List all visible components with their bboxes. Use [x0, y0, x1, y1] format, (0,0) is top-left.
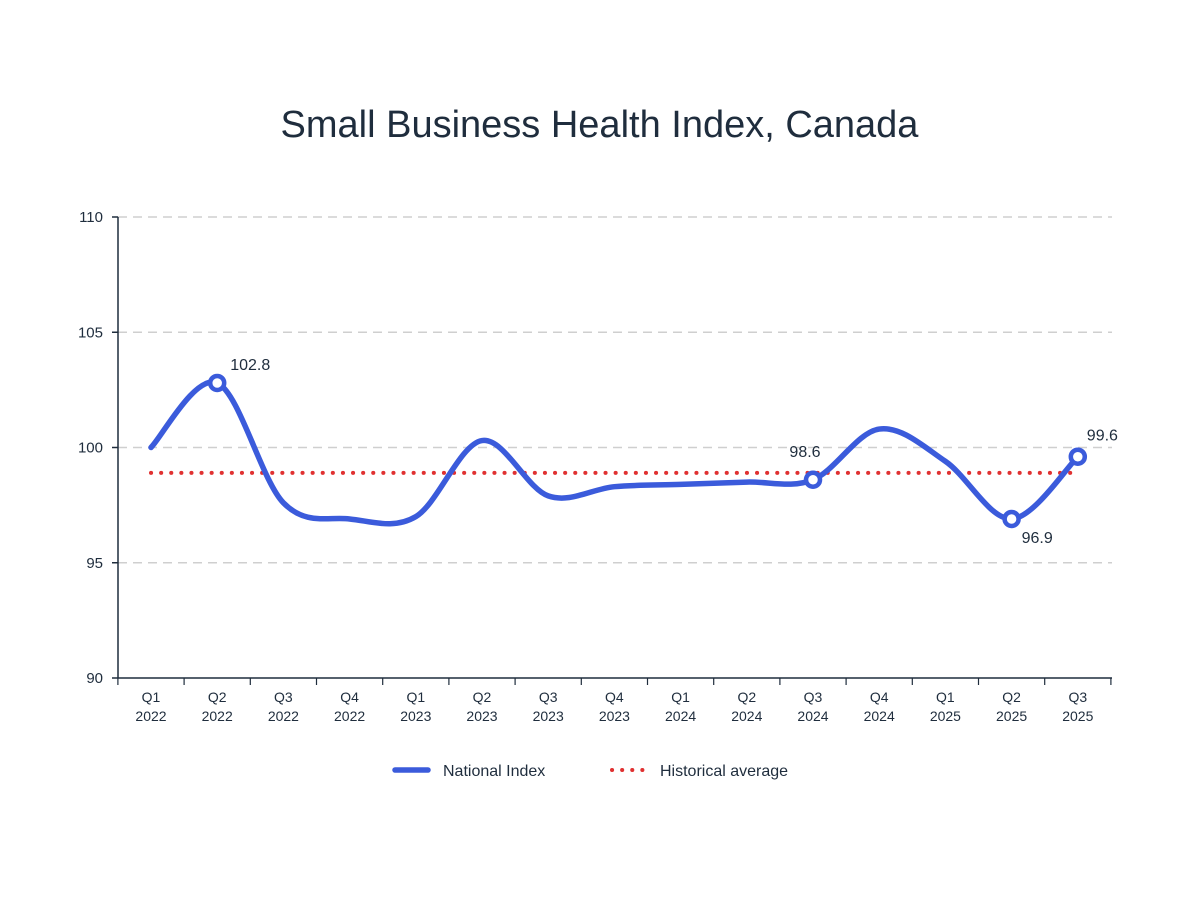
x-tick-label-quarter: Q2 — [737, 689, 756, 705]
x-tick-label-quarter: Q1 — [936, 689, 955, 705]
x-tick-label-quarter: Q4 — [870, 689, 889, 705]
x-tick-label-year: 2022 — [334, 708, 365, 724]
data-point-marker — [207, 373, 227, 393]
x-tick-label-year: 2023 — [599, 708, 630, 724]
x-tick-label-quarter: Q4 — [340, 689, 359, 705]
x-tick-label-year: 2023 — [533, 708, 564, 724]
data-point-marker — [803, 470, 823, 490]
x-tick-label-year: 2024 — [864, 708, 895, 724]
x-tick-label-year: 2023 — [466, 708, 497, 724]
x-tick-label-quarter: Q3 — [539, 689, 558, 705]
x-tick-label-year: 2024 — [731, 708, 762, 724]
x-tick-label-quarter: Q4 — [605, 689, 624, 705]
data-point-marker — [1002, 509, 1021, 529]
x-tick-label-quarter: Q2 — [473, 689, 492, 705]
x-tick-label-quarter: Q1 — [142, 689, 161, 705]
data-label: 102.8 — [230, 357, 270, 374]
y-tick-label: 100 — [78, 440, 103, 457]
y-tick-label: 90 — [86, 670, 103, 687]
x-tick-label-quarter: Q3 — [1068, 689, 1087, 705]
x-tick-label-year: 2025 — [930, 708, 961, 724]
x-tick-label-year: 2024 — [797, 708, 828, 724]
x-tick-label-year: 2025 — [1062, 708, 1093, 724]
x-tick-label-year: 2022 — [268, 708, 299, 724]
y-tick-label: 110 — [79, 209, 103, 226]
legend-national-index-label: National Index — [443, 763, 545, 780]
legend-historical-average-label: Historical average — [660, 763, 788, 780]
chart-title: Small Business Health Index, Canada — [280, 104, 919, 146]
x-tick-label-quarter: Q1 — [671, 689, 690, 705]
x-tick-label-year: 2025 — [996, 708, 1027, 724]
data-label: 96.9 — [1022, 530, 1053, 547]
x-tick-label-quarter: Q2 — [1002, 689, 1021, 705]
x-tick-label-year: 2023 — [400, 708, 431, 724]
data-point-marker — [1068, 447, 1088, 466]
data-label: 98.6 — [789, 444, 820, 461]
national-index-line — [148, 379, 1081, 527]
y-tick-label: 105 — [78, 324, 103, 341]
x-tick-label-quarter: Q3 — [274, 689, 293, 705]
x-tick-label-quarter: Q1 — [406, 689, 425, 705]
x-tick-label-year: 2022 — [202, 708, 233, 724]
x-tick-label-year: 2024 — [665, 708, 696, 724]
y-tick-label: 95 — [86, 555, 103, 572]
data-label: 99.6 — [1087, 428, 1118, 445]
x-tick-label-year: 2022 — [135, 708, 166, 724]
x-tick-label-quarter: Q2 — [208, 689, 227, 705]
x-tick-label-quarter: Q3 — [804, 689, 823, 705]
